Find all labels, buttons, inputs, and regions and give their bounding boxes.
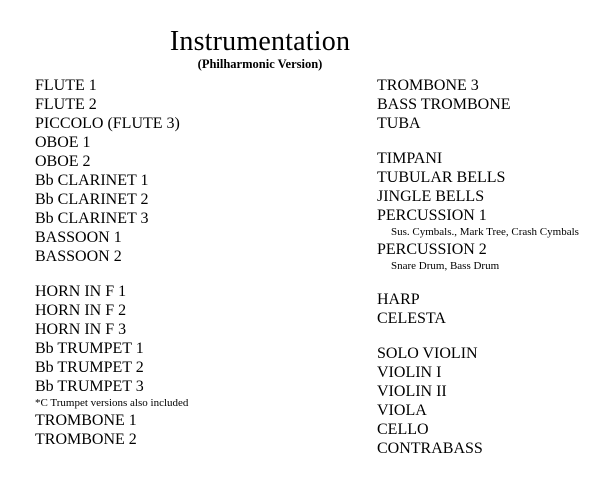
instrument-item: BASS TROMBONE (377, 96, 511, 113)
instrument-item: TUBULAR BELLS (377, 169, 506, 186)
column-right: TROMBONE 3 BASS TROMBONE TUBA TIMPANI TUBULA… (377, 76, 597, 458)
instrument-item: PERCUSSION 1 (377, 207, 487, 224)
instrument-item: SOLO VIOLIN (377, 345, 478, 362)
instrument-item: TROMBONE 2 (35, 431, 137, 448)
instrument-item: Bb TRUMPET 2 (35, 359, 144, 376)
instrument-item: FLUTE 2 (35, 96, 97, 113)
line-spacer (377, 133, 597, 149)
page-subtitle: (Philharmonic Version) (197, 57, 323, 71)
instrument-item: HARP (377, 291, 420, 308)
instrument-item: TROMBONE 1 (35, 412, 137, 429)
instrument-item: Bb CLARINET 1 (35, 172, 149, 189)
instrument-item: Bb TRUMPET 3 (35, 378, 144, 395)
instrument-item: FLUTE 1 (35, 77, 97, 94)
instrument-item: PERCUSSION 2 (377, 241, 487, 258)
instrument-item: VIOLIN I (377, 364, 442, 381)
instrument-note: Snare Drum, Bass Drum (391, 260, 500, 272)
line-spacer (377, 328, 597, 344)
instrument-item: TUBA (377, 115, 421, 132)
instrument-item: BASSOON 2 (35, 248, 122, 265)
instrument-item: CONTRABASS (377, 440, 483, 457)
column-left: FLUTE 1 FLUTE 2 PICCOLO (FLUTE 3) OBOE 1 OBO… (35, 76, 365, 449)
line-spacer (377, 274, 597, 290)
page-title: Instrumentation (169, 26, 351, 57)
line-spacer (35, 266, 365, 282)
instrument-item: VIOLA (377, 402, 427, 419)
instrument-item: CELLO (377, 421, 429, 438)
instrument-item: TIMPANI (377, 150, 443, 167)
instrument-item: HORN IN F 2 (35, 302, 127, 319)
instrument-item: BASSOON 1 (35, 229, 122, 246)
instrument-item: HORN IN F 1 (35, 283, 127, 300)
instrument-note: *C Trumpet versions also included (35, 397, 189, 409)
instrument-item: Bb TRUMPET 1 (35, 340, 144, 357)
instrument-item: HORN IN F 3 (35, 321, 127, 338)
instrument-item: PICCOLO (FLUTE 3) (35, 115, 180, 132)
instrument-item: JINGLE BELLS (377, 188, 485, 205)
instrument-item: TROMBONE 3 (377, 77, 479, 94)
instrument-item: OBOE 2 (35, 153, 91, 170)
instrument-item: Bb CLARINET 2 (35, 191, 149, 208)
instrument-item: OBOE 1 (35, 134, 91, 151)
instrument-item: CELESTA (377, 310, 446, 327)
instrument-item: Bb CLARINET 3 (35, 210, 149, 227)
instrument-note: Sus. Cymbals., Mark Tree, Crash Cymbals (391, 226, 579, 238)
instrument-item: VIOLIN II (377, 383, 447, 400)
